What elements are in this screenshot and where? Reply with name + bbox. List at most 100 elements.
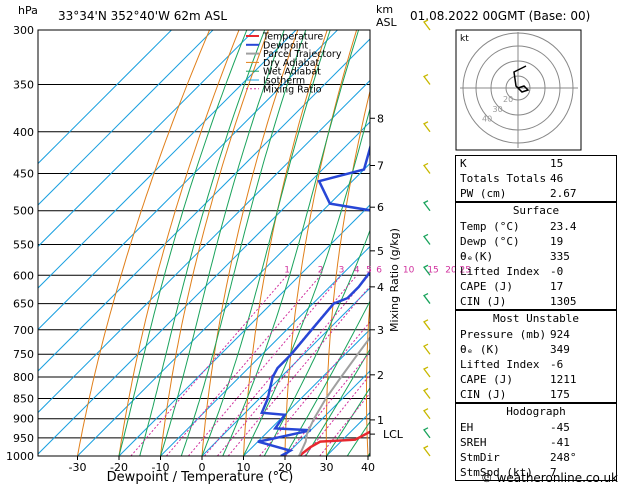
dry-adiabat: [243, 30, 328, 456]
x-tick: 20: [278, 461, 292, 474]
wind-barb: [423, 366, 431, 378]
legend-entry: Mixing Ratio: [263, 84, 322, 95]
row-value: 2.67: [550, 187, 577, 200]
km-tick: 1: [377, 414, 384, 427]
row-key: CIN (J): [460, 388, 507, 401]
wind-barbs: [423, 19, 431, 457]
hpa-label: hPa: [18, 4, 38, 17]
pressure-tick: 800: [13, 371, 34, 384]
row-value: 335: [550, 250, 570, 263]
km-tick: 4: [377, 281, 384, 294]
x-tick: 0: [199, 461, 206, 474]
table-row: Dewp (°C) 19: [456, 234, 616, 249]
pressure-tick: 550: [13, 238, 34, 251]
wind-barb: [423, 162, 431, 174]
mixing-ratio-label: 3: [339, 265, 345, 275]
row-key: Pressure (mb): [460, 328, 547, 341]
dry-adiabat: [77, 30, 210, 456]
legend-entry: Wet Adiabat: [263, 67, 321, 78]
wet-adiabat: [118, 30, 248, 456]
wind-barb: [423, 319, 431, 331]
legend-entry: Dewpoint: [263, 40, 308, 51]
wind-barb: [423, 73, 431, 85]
table-row: PW (cm) 2.67: [456, 186, 616, 201]
wind-barb: [423, 292, 431, 304]
isotherm: [38, 30, 255, 248]
wet-adiabat: [160, 30, 285, 456]
isotherm: [38, 121, 370, 455]
mixing-ratio-label: 1: [284, 265, 290, 275]
row-key: SREH: [460, 436, 487, 449]
wind-barb: [423, 343, 431, 355]
dry-adiabat: [616, 30, 629, 456]
pressure-tick: 450: [13, 167, 34, 180]
wind-barb: [423, 19, 431, 31]
row-value: 924: [550, 328, 570, 341]
x-tick: -10: [152, 461, 170, 474]
row-value: 15: [550, 157, 564, 170]
table-row: StmDir 248°: [456, 450, 616, 465]
wet-adiabat: [263, 228, 370, 456]
isotherm: [38, 30, 214, 206]
row-key: Totals Totals: [460, 172, 547, 185]
x-axis-label: Dewpoint / Temperature (°C): [107, 470, 294, 485]
dry-adiabat: [160, 30, 269, 456]
wind-barb: [423, 121, 431, 133]
surface-title: Surface: [456, 202, 616, 219]
dry-adiabat: [118, 30, 240, 456]
row-key: CAPE (J): [460, 280, 513, 293]
pressure-tick: 1000: [6, 450, 34, 463]
lcl-label: LCL: [383, 428, 404, 441]
wet-adiabat: [201, 30, 331, 456]
isotherm: [38, 38, 370, 372]
unstable-title: Most Unstable: [456, 310, 616, 327]
isotherm: [201, 287, 370, 456]
km-tick: 3: [377, 324, 384, 337]
mixing-ratio-label: 2: [318, 265, 324, 275]
table-row: Totals Totals 46: [456, 171, 616, 186]
row-key: θₑ (K): [460, 343, 500, 356]
copyright: © weatheronline.co.uk: [481, 471, 618, 485]
indices-table: K 15 Totals Totals 46 PW (cm) 2.67 Surface Te…: [455, 155, 617, 481]
row-key: PW (cm): [460, 187, 507, 200]
table-row: Lifted Index -0: [456, 264, 616, 279]
isotherm: [77, 162, 370, 456]
mixing-ratio-line: [166, 274, 322, 456]
series-line: [298, 336, 370, 456]
row-value: 349: [550, 343, 570, 356]
surface-box: Surface Temp (°C) 23.4 Dewp (°C) 19 θₑ(K) 335…: [455, 202, 617, 310]
row-value: 1305: [550, 295, 577, 308]
row-key: CAPE (J): [460, 373, 513, 386]
pressure-tick: 750: [13, 348, 34, 361]
table-row: CIN (J) 1305: [456, 294, 616, 309]
table-row: CIN (J) 175: [456, 387, 616, 402]
dry-adiabat: [201, 30, 299, 456]
table-row: Temp (°C) 23.4: [456, 219, 616, 234]
table-row: StmSpd (kt) 7: [456, 465, 616, 480]
axes: 3003504004505005506006507007508008509009…: [6, 24, 471, 474]
row-key: θₑ(K): [460, 250, 494, 263]
table-row: CAPE (J) 17: [456, 279, 616, 294]
row-key: CIN (J): [460, 295, 507, 308]
plot-frame: [37, 29, 371, 457]
table-row: θₑ(K) 335: [456, 249, 616, 264]
table-row: θₑ (K) 349: [456, 342, 616, 357]
unstable-box: Most Unstable Pressure (mb) 924 θₑ (K) 349 L…: [455, 310, 617, 403]
pressure-tick: 650: [13, 298, 34, 311]
wet-adiabat: [284, 300, 370, 456]
wind-barb: [423, 264, 431, 276]
table-row: K 15: [456, 156, 616, 171]
km-tick: 2: [377, 369, 384, 382]
table-row: SREH -41: [456, 435, 616, 450]
wet-adiabat: [139, 30, 266, 456]
km-tick: 6: [377, 201, 384, 214]
hodograph-ring-label: 40: [482, 115, 492, 124]
mixing-ratio-label: 25: [459, 265, 470, 275]
legend-entry: Dry Adiabat: [263, 58, 320, 69]
isotherm: [38, 30, 297, 289]
table-row: Lifted Index -6: [456, 357, 616, 372]
wind-barb: [423, 387, 431, 399]
wind-barb: [423, 445, 431, 457]
